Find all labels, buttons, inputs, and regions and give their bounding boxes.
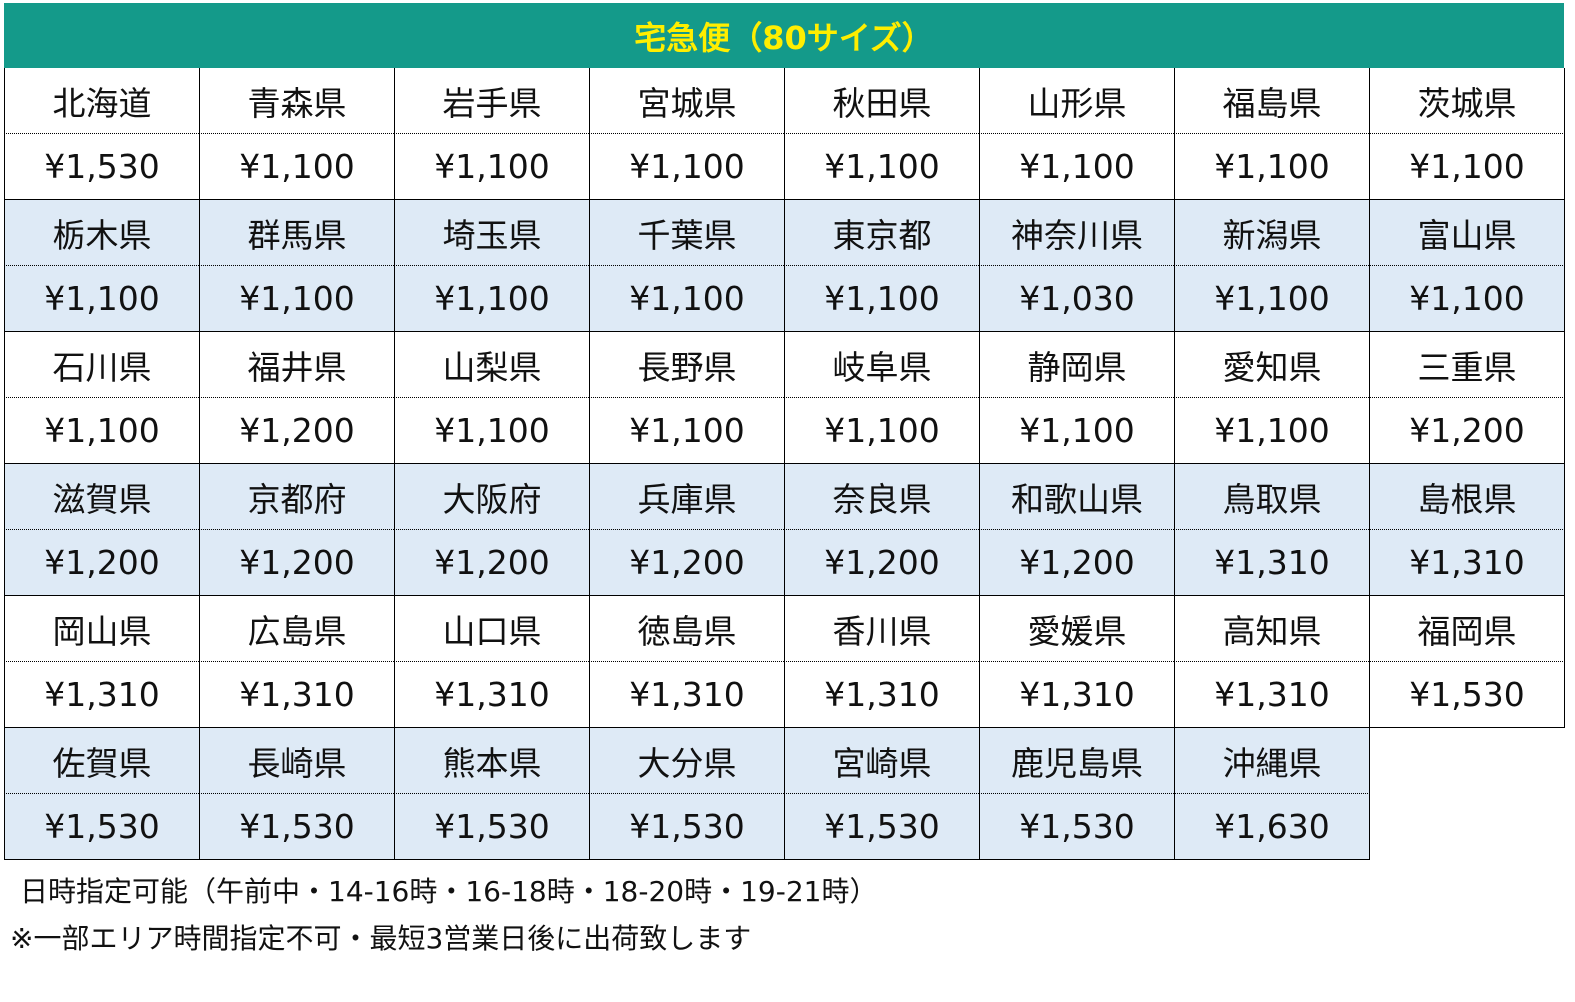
prefecture-name: 静岡県 [979, 332, 1174, 398]
prefecture-name: 和歌山県 [979, 464, 1174, 530]
shipping-price: ¥1,310 [199, 662, 394, 728]
shipping-price: ¥1,200 [4, 530, 199, 596]
shipping-price: ¥1,200 [979, 530, 1174, 596]
prefecture-name: 福井県 [199, 332, 394, 398]
prefecture-name: 奈良県 [784, 464, 979, 530]
disclaimer-note: ※一部エリア時間指定不可・最短3営業日後に出荷致します [10, 922, 752, 955]
prefecture-name: 福島県 [1174, 68, 1369, 134]
prefecture-name: 福岡県 [1369, 596, 1565, 662]
prefecture-name: 山口県 [394, 596, 589, 662]
shipping-price: ¥1,100 [589, 398, 784, 464]
shipping-price: ¥1,530 [589, 794, 784, 860]
prefecture-name: 島根県 [1369, 464, 1565, 530]
prefecture-name: 秋田県 [784, 68, 979, 134]
prefecture-name: 山梨県 [394, 332, 589, 398]
shipping-price: ¥1,100 [1369, 266, 1565, 332]
prefecture-name: 三重県 [1369, 332, 1565, 398]
prefecture-name: 愛媛県 [979, 596, 1174, 662]
shipping-price: ¥1,100 [394, 398, 589, 464]
shipping-price: ¥1,100 [784, 398, 979, 464]
prefecture-name: 長崎県 [199, 728, 394, 794]
prefecture-name: 北海道 [4, 68, 199, 134]
prefecture-name: 神奈川県 [979, 200, 1174, 266]
shipping-price: ¥1,630 [1174, 794, 1370, 860]
shipping-price: ¥1,100 [979, 398, 1174, 464]
shipping-price: ¥1,100 [784, 266, 979, 332]
prefecture-name: 新潟県 [1174, 200, 1369, 266]
prefecture-name: 徳島県 [589, 596, 784, 662]
shipping-price: ¥1,200 [1369, 398, 1565, 464]
delivery-time-note: 日時指定可能（午前中・14-16時・16-18時・18-20時・19-21時） [20, 875, 878, 908]
prefecture-name: 岐阜県 [784, 332, 979, 398]
shipping-price: ¥1,530 [199, 794, 394, 860]
shipping-price: ¥1,100 [199, 266, 394, 332]
prefecture-name: 佐賀県 [4, 728, 199, 794]
prefecture-name: 宮崎県 [784, 728, 979, 794]
prefecture-name: 大分県 [589, 728, 784, 794]
shipping-price: ¥1,530 [1369, 662, 1565, 728]
shipping-price: ¥1,530 [784, 794, 979, 860]
shipping-price: ¥1,310 [1369, 530, 1565, 596]
prefecture-name: 埼玉県 [394, 200, 589, 266]
shipping-price: ¥1,030 [979, 266, 1174, 332]
prefecture-name: 広島県 [199, 596, 394, 662]
prefecture-name: 滋賀県 [4, 464, 199, 530]
prefecture-name: 鹿児島県 [979, 728, 1174, 794]
shipping-price: ¥1,100 [1174, 398, 1369, 464]
shipping-price: ¥1,100 [394, 266, 589, 332]
shipping-price: ¥1,100 [1174, 266, 1369, 332]
prefecture-name: 栃木県 [4, 200, 199, 266]
prefecture-name: 石川県 [4, 332, 199, 398]
shipping-price: ¥1,530 [394, 794, 589, 860]
prefecture-name: 兵庫県 [589, 464, 784, 530]
prefecture-name: 岩手県 [394, 68, 589, 134]
shipping-price: ¥1,100 [1369, 134, 1565, 200]
shipping-price: ¥1,200 [199, 530, 394, 596]
shipping-price: ¥1,310 [1174, 530, 1369, 596]
shipping-price: ¥1,200 [784, 530, 979, 596]
shipping-price: ¥1,100 [394, 134, 589, 200]
shipping-price: ¥1,310 [1174, 662, 1369, 728]
prefecture-name: 青森県 [199, 68, 394, 134]
shipping-price: ¥1,100 [979, 134, 1174, 200]
prefecture-name: 宮城県 [589, 68, 784, 134]
prefecture-name: 京都府 [199, 464, 394, 530]
shipping-price: ¥1,100 [589, 266, 784, 332]
shipping-price: ¥1,100 [1174, 134, 1369, 200]
prefecture-name: 熊本県 [394, 728, 589, 794]
shipping-price: ¥1,530 [4, 134, 199, 200]
shipping-price: ¥1,310 [979, 662, 1174, 728]
prefecture-name: 沖縄県 [1174, 728, 1370, 794]
shipping-price: ¥1,100 [199, 134, 394, 200]
shipping-price: ¥1,100 [4, 398, 199, 464]
prefecture-name: 茨城県 [1369, 68, 1565, 134]
prefecture-name: 千葉県 [589, 200, 784, 266]
prefecture-name: 愛知県 [1174, 332, 1369, 398]
prefecture-name: 東京都 [784, 200, 979, 266]
shipping-price: ¥1,310 [4, 662, 199, 728]
shipping-price: ¥1,530 [979, 794, 1174, 860]
shipping-price: ¥1,200 [589, 530, 784, 596]
shipping-price: ¥1,200 [394, 530, 589, 596]
prefecture-name: 長野県 [589, 332, 784, 398]
shipping-price: ¥1,100 [589, 134, 784, 200]
shipping-price: ¥1,310 [589, 662, 784, 728]
prefecture-name: 岡山県 [4, 596, 199, 662]
shipping-price: ¥1,100 [4, 266, 199, 332]
shipping-price: ¥1,310 [784, 662, 979, 728]
prefecture-name: 群馬県 [199, 200, 394, 266]
prefecture-name: 大阪府 [394, 464, 589, 530]
shipping-price: ¥1,310 [394, 662, 589, 728]
prefecture-name: 鳥取県 [1174, 464, 1369, 530]
shipping-price: ¥1,100 [784, 134, 979, 200]
table-title: 宅急便（80サイズ） [4, 3, 1564, 68]
prefecture-name: 山形県 [979, 68, 1174, 134]
prefecture-name: 香川県 [784, 596, 979, 662]
shipping-price: ¥1,200 [199, 398, 394, 464]
prefecture-name: 富山県 [1369, 200, 1565, 266]
shipping-price: ¥1,530 [4, 794, 199, 860]
prefecture-name: 高知県 [1174, 596, 1369, 662]
